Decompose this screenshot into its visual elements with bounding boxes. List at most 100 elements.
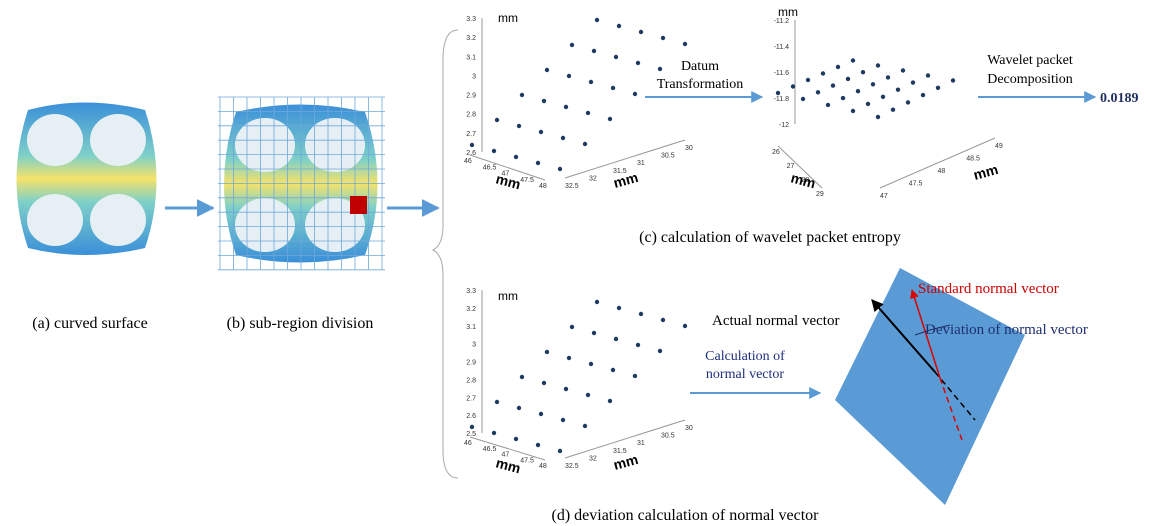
point (632, 373, 638, 379)
point (865, 101, 871, 107)
axis (564, 419, 686, 459)
point (563, 104, 569, 110)
y-tick-label: 32.5 (565, 463, 579, 470)
y-tick-label: 32 (589, 175, 597, 182)
z-tick-label: 2.6 (466, 413, 476, 420)
x-tick-label: 47 (502, 452, 510, 459)
point (610, 367, 616, 373)
point (875, 63, 881, 68)
point (557, 448, 563, 454)
y-tick-label: 49 (995, 143, 1003, 150)
point (594, 299, 600, 305)
point (544, 67, 550, 73)
point (815, 90, 821, 95)
z-tick-label: 2.6 (466, 150, 476, 157)
point (541, 98, 547, 104)
point (538, 411, 544, 417)
point (494, 117, 500, 123)
surface-a (16, 102, 157, 255)
point (513, 436, 519, 442)
z-tick-label: 3.1 (466, 324, 476, 331)
y-tick-label: 32.5 (565, 183, 579, 190)
y-tick-label: 30 (685, 425, 693, 432)
axis-unit: mm (494, 454, 522, 476)
point (607, 398, 613, 404)
point (582, 141, 588, 147)
point (516, 405, 522, 411)
label: Deviation of normal vector (925, 322, 1088, 338)
x-tick-label: 46.5 (483, 446, 497, 453)
axis (564, 139, 686, 179)
surface-b (218, 96, 385, 271)
point (850, 108, 856, 114)
z-tick-label: -11.6 (774, 70, 790, 77)
point (935, 85, 941, 91)
z-tick-label: 3.1 (466, 54, 476, 61)
y-tick-label: 31.5 (613, 448, 627, 455)
point (790, 84, 796, 89)
x-tick-label: 46 (464, 440, 472, 447)
label: Wavelet packet (987, 53, 1073, 68)
point (585, 392, 591, 398)
point (660, 317, 666, 323)
z-tick-label: 2.8 (466, 112, 476, 119)
point (885, 75, 891, 80)
point (850, 58, 856, 63)
point (840, 95, 846, 101)
point (610, 85, 616, 91)
label: Datum (681, 59, 719, 74)
x-tick-label: 29 (816, 191, 824, 198)
point (870, 82, 876, 87)
standard-vector (910, 289, 941, 379)
caption: (a) curved surface (32, 315, 147, 332)
point (638, 311, 644, 317)
point (845, 76, 851, 82)
point (613, 336, 619, 342)
point (830, 83, 836, 88)
point (835, 64, 841, 70)
point (925, 73, 931, 78)
caption: (d) deviation calculation of normal vect… (551, 507, 819, 524)
z-tick-label: 2.9 (466, 93, 476, 100)
plane (835, 268, 1025, 505)
z-tick-label: 3.2 (466, 35, 476, 42)
label: normal vector (706, 367, 784, 382)
point (635, 342, 641, 348)
actual-vector (871, 299, 936, 373)
z-tick-label: 3 (472, 73, 476, 80)
axis-unit: mm (778, 5, 798, 19)
point (950, 78, 956, 83)
y-tick-label: 47 (880, 193, 888, 200)
point (607, 116, 613, 122)
point (544, 349, 550, 355)
point (557, 166, 563, 172)
point (657, 348, 663, 354)
z-tick-label: 3.2 (466, 306, 476, 313)
y-tick-label: 31 (637, 440, 645, 447)
x-tick-label: 46 (464, 158, 472, 165)
point (569, 42, 575, 48)
point (875, 114, 881, 120)
label: Transformation (657, 77, 744, 92)
point (635, 60, 641, 66)
label: Standard normal vector (918, 281, 1059, 297)
point (541, 380, 547, 386)
z-tick-label: 3.3 (466, 16, 476, 23)
dash (934, 371, 976, 421)
point (890, 107, 896, 112)
axis (469, 436, 546, 461)
y-tick-label: 30.5 (661, 153, 675, 160)
x-tick-label: 47.5 (520, 177, 534, 184)
point (591, 330, 597, 336)
point (563, 386, 569, 392)
point (860, 70, 866, 75)
point (800, 96, 806, 102)
result: 0.0189 (1100, 91, 1139, 106)
point (591, 48, 597, 54)
point (682, 323, 688, 329)
point (616, 305, 622, 311)
point (519, 92, 525, 98)
point (638, 29, 644, 35)
point (825, 102, 831, 108)
